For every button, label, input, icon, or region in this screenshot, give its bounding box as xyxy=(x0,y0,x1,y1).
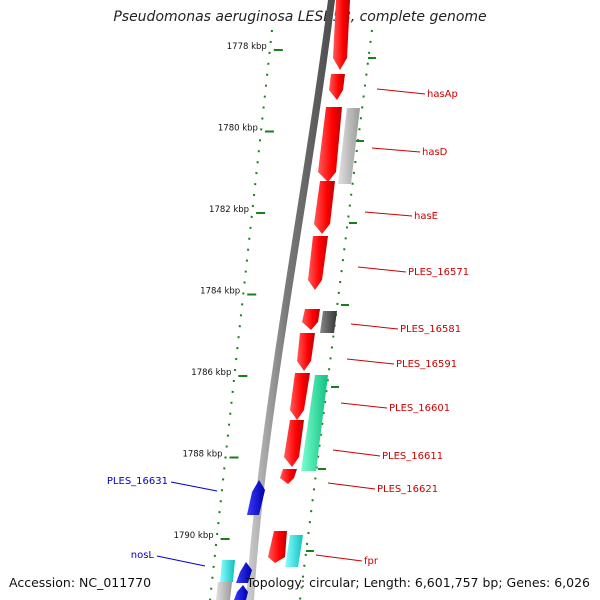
gene-bar-PLES_16601-green[interactable] xyxy=(301,375,328,471)
label-PLES_16601[interactable]: PLES_16601 xyxy=(389,403,450,414)
gene-arrow-nosL[interactable] xyxy=(236,562,252,583)
label-hasD[interactable]: hasD xyxy=(422,147,448,158)
gene-arrow-PLES_16571[interactable] xyxy=(308,236,328,290)
label-PLES_16631[interactable]: PLES_16631 xyxy=(107,476,168,487)
label-nosL[interactable]: nosL xyxy=(131,550,155,561)
label-PLES_16611[interactable]: PLES_16611 xyxy=(382,451,443,462)
gene-arrow-PLES_16631[interactable] xyxy=(247,480,265,515)
gene-arrow-PLES_16591[interactable] xyxy=(297,333,315,371)
label-PLES_16591[interactable]: PLES_16591 xyxy=(396,359,457,370)
tick-label: 1780 kbp xyxy=(218,124,258,134)
genome-summary-text: Topology: circular; Length: 6,601,757 bp… xyxy=(246,575,590,590)
gene-arrow-PLES_16601[interactable] xyxy=(290,373,310,420)
gene-arrow-fpr[interactable] xyxy=(268,531,287,563)
gene-bar-fpr-cyan[interactable] xyxy=(285,535,303,567)
gene-bar-bottom-grey[interactable] xyxy=(216,582,232,600)
gene-arrow-hasAp[interactable] xyxy=(329,74,345,100)
inner-dotted-guide xyxy=(209,29,273,600)
tick-label: 1782 kbp xyxy=(209,205,249,215)
gene-label-leaders xyxy=(156,88,426,567)
tick-labels: 1778 kbp 1780 kbp 1782 kbp 1784 kbp 1786 kbp… xyxy=(174,42,267,541)
accession-text: Accession: NC_011770 xyxy=(9,575,152,590)
gene-bar-hasD-grey[interactable] xyxy=(338,108,360,184)
tick-label: 1778 kbp xyxy=(227,42,267,52)
gene-arrow-top[interactable] xyxy=(333,0,350,70)
label-fpr[interactable]: fpr xyxy=(364,556,379,567)
gene-arrow-PLES_16611[interactable] xyxy=(284,420,304,467)
label-PLES_16581[interactable]: PLES_16581 xyxy=(400,324,461,335)
gene-labels: hasAp hasD hasE PLES_16571 PLES_16581 PL… xyxy=(107,89,469,567)
label-hasE[interactable]: hasE xyxy=(414,211,438,222)
tick-label: 1784 kbp xyxy=(200,287,240,297)
label-hasAp[interactable]: hasAp xyxy=(427,89,458,100)
gene-bar-PLES_16581-grey[interactable] xyxy=(320,311,337,333)
tick-label: 1786 kbp xyxy=(191,368,231,378)
gene-features xyxy=(216,0,360,600)
label-PLES_16621[interactable]: PLES_16621 xyxy=(377,484,438,495)
gene-arrow-hasD[interactable] xyxy=(318,107,342,182)
outer-ticks xyxy=(306,57,376,552)
gene-arrow-bottom-blue[interactable] xyxy=(234,585,248,600)
gene-arrow-PLES_16621[interactable] xyxy=(280,469,297,484)
genome-backbone xyxy=(246,0,335,600)
gene-bar-nosL-cyan[interactable] xyxy=(220,560,235,582)
label-PLES_16571[interactable]: PLES_16571 xyxy=(408,267,469,278)
map-title: Pseudomonas aeruginosa LESB58, complete … xyxy=(113,9,487,25)
tick-label: 1788 kbp xyxy=(182,450,222,460)
gene-arrow-hasE[interactable] xyxy=(314,181,335,234)
tick-marks xyxy=(220,49,283,540)
gene-arrow-PLES_16581[interactable] xyxy=(302,309,320,330)
tick-label: 1790 kbp xyxy=(174,531,214,541)
